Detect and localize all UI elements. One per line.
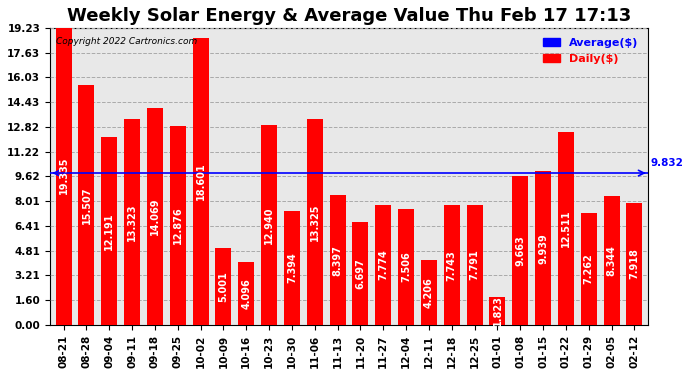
Text: 8.344: 8.344 [607,245,617,276]
Bar [398,209,414,325]
Bar [261,125,277,325]
Bar [604,196,620,325]
Bar [627,202,642,325]
Text: 7.262: 7.262 [584,254,594,284]
Bar [330,195,346,325]
Bar [421,260,437,325]
Text: 6.697: 6.697 [355,258,366,289]
Text: 15.507: 15.507 [81,186,92,224]
Bar [170,126,186,325]
Text: 12.511: 12.511 [561,210,571,247]
Bar [124,119,140,325]
Text: 4.096: 4.096 [241,278,251,309]
Text: 5.001: 5.001 [219,271,228,302]
Text: 9.663: 9.663 [515,235,525,266]
Legend: Average($), Daily($): Average($), Daily($) [539,33,642,68]
Bar [444,206,460,325]
Text: 1.823: 1.823 [493,296,502,326]
Text: 12.876: 12.876 [172,207,183,245]
Text: 18.601: 18.601 [195,162,206,200]
Text: 9.939: 9.939 [538,233,548,264]
Text: 7.394: 7.394 [287,252,297,283]
Bar [79,86,95,325]
Bar [284,211,300,325]
Bar [56,26,72,325]
Text: 7.506: 7.506 [401,252,411,282]
Text: 7.918: 7.918 [629,248,640,279]
Bar [489,297,506,325]
Text: 12.940: 12.940 [264,206,274,244]
Bar [353,222,368,325]
Bar [147,108,163,325]
Bar [238,262,255,325]
Text: 9.832: 9.832 [651,158,683,168]
Text: 19.335: 19.335 [59,157,68,194]
Text: 8.397: 8.397 [333,244,343,276]
Text: 4.206: 4.206 [424,277,434,308]
Text: 7.791: 7.791 [470,249,480,280]
Bar [375,205,391,325]
Bar [101,136,117,325]
Text: 7.743: 7.743 [447,250,457,280]
Text: 7.774: 7.774 [378,249,388,280]
Bar [193,38,208,325]
Text: Copyright 2022 Cartronics.com: Copyright 2022 Cartronics.com [56,37,197,46]
Bar [512,176,529,325]
Text: 12.191: 12.191 [104,212,115,249]
Text: 13.325: 13.325 [310,203,319,241]
Bar [535,171,551,325]
Bar [215,248,231,325]
Text: 13.323: 13.323 [127,203,137,241]
Bar [558,132,574,325]
Title: Weekly Solar Energy & Average Value Thu Feb 17 17:13: Weekly Solar Energy & Average Value Thu … [67,7,631,25]
Bar [581,213,597,325]
Text: 14.069: 14.069 [150,198,160,235]
Bar [466,205,482,325]
Bar [307,119,323,325]
